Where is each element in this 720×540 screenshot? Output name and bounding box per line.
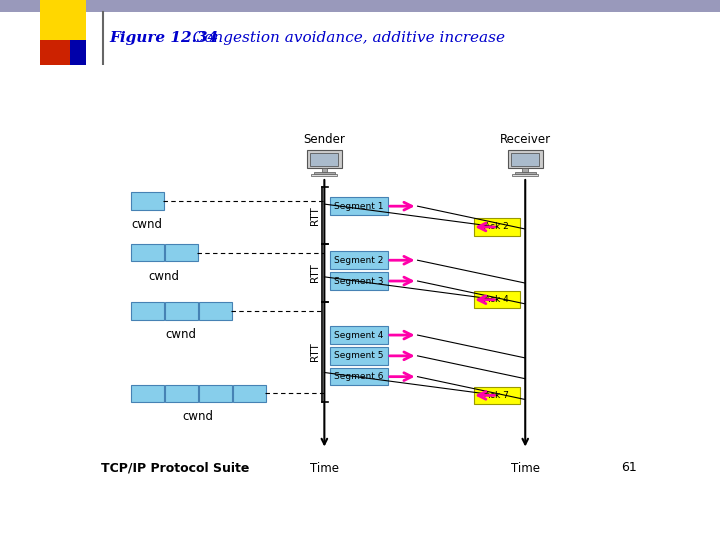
Text: Figure 12.34: Figure 12.34 (109, 31, 219, 45)
Text: cwnd: cwnd (183, 410, 214, 423)
Bar (523, 167, 528, 172)
FancyBboxPatch shape (330, 252, 388, 269)
Bar (40, 0, 86, 40)
FancyBboxPatch shape (131, 192, 163, 210)
Text: RTT: RTT (310, 342, 320, 361)
FancyBboxPatch shape (330, 326, 388, 344)
FancyBboxPatch shape (165, 384, 198, 402)
Text: Segment 1: Segment 1 (334, 201, 384, 211)
FancyBboxPatch shape (474, 387, 520, 404)
Bar (70, 40, 86, 65)
FancyBboxPatch shape (165, 302, 198, 320)
FancyBboxPatch shape (131, 384, 163, 402)
FancyBboxPatch shape (131, 244, 163, 261)
Bar (513, 174, 538, 176)
Text: Segment 5: Segment 5 (334, 352, 384, 360)
Text: Segment 2: Segment 2 (334, 256, 384, 265)
FancyBboxPatch shape (165, 244, 198, 261)
FancyBboxPatch shape (474, 218, 520, 235)
FancyBboxPatch shape (131, 302, 163, 320)
Text: Ack 7: Ack 7 (485, 391, 509, 400)
FancyBboxPatch shape (233, 384, 266, 402)
Bar (508, 151, 543, 168)
Bar (40, 40, 70, 65)
Text: cwnd: cwnd (166, 328, 197, 341)
Text: Congestion avoidance, additive increase: Congestion avoidance, additive increase (178, 31, 505, 45)
FancyBboxPatch shape (330, 272, 388, 290)
FancyBboxPatch shape (330, 347, 388, 365)
FancyBboxPatch shape (330, 198, 388, 215)
Text: Segment 3: Segment 3 (334, 276, 384, 286)
Text: Segment 4: Segment 4 (334, 330, 384, 340)
Bar (0, 0, 720, 12)
FancyBboxPatch shape (330, 368, 388, 386)
FancyBboxPatch shape (199, 302, 232, 320)
Bar (322, 167, 327, 172)
FancyBboxPatch shape (199, 384, 232, 402)
Text: Ack 2: Ack 2 (485, 222, 509, 232)
Bar (312, 174, 337, 176)
Text: TCP/IP Protocol Suite: TCP/IP Protocol Suite (101, 461, 250, 474)
Text: cwnd: cwnd (132, 218, 163, 231)
Bar (515, 172, 536, 174)
Text: Time: Time (310, 462, 339, 475)
Text: 61: 61 (621, 461, 637, 474)
Bar (310, 153, 338, 166)
Text: cwnd: cwnd (149, 270, 180, 283)
Text: Sender: Sender (303, 133, 346, 146)
Text: Receiver: Receiver (500, 133, 551, 146)
FancyBboxPatch shape (474, 291, 520, 308)
Text: Time: Time (510, 462, 540, 475)
Text: Segment 6: Segment 6 (334, 372, 384, 381)
Bar (307, 151, 342, 168)
Text: Ack 4: Ack 4 (485, 295, 509, 304)
Text: RTT: RTT (310, 206, 320, 225)
Text: RTT: RTT (310, 264, 320, 282)
Bar (511, 153, 539, 166)
Bar (314, 172, 335, 174)
